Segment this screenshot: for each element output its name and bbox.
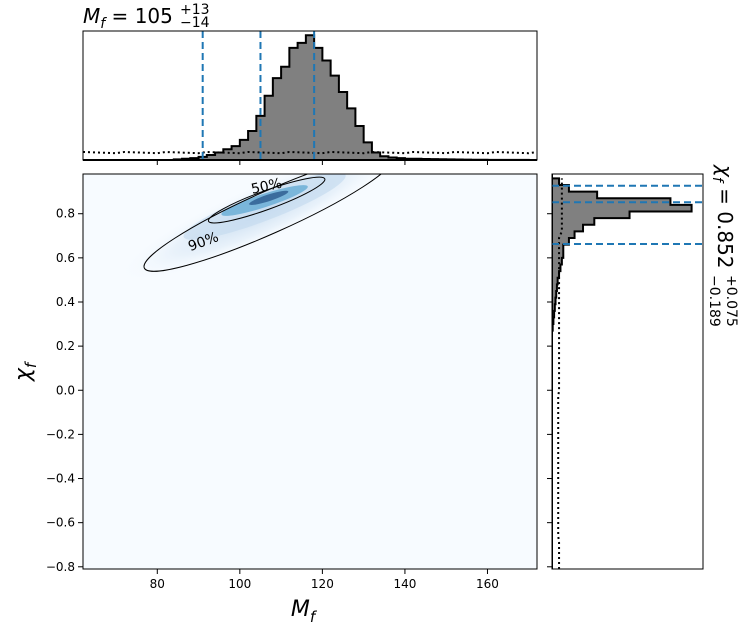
marginal-y-title: χf = 0.852 +0.075 −0.189 <box>706 164 739 327</box>
marginal-y-title-sub: −0.189 <box>706 275 722 327</box>
contour-line <box>207 176 326 224</box>
joint-background <box>83 174 537 569</box>
joint-y-axis-title: χf <box>11 360 40 382</box>
x-tick-label: 160 <box>476 577 499 591</box>
marginal-x-title-eq: = <box>105 4 134 28</box>
contour-line <box>143 174 394 272</box>
marginal-y-title-symbol: χ <box>713 164 737 178</box>
marginal-y-title-sup: +0.075 <box>723 275 739 327</box>
joint-x-ticks: 80 100 120 140 160 <box>150 569 499 591</box>
joint-y-ticks: −0.8 −0.6 −0.4 −0.2 0.0 0.2 0.4 0.6 0.8 <box>46 207 83 574</box>
marginal-x-prior-curve <box>82 150 538 155</box>
y-tick-label: 0.4 <box>56 295 75 309</box>
marginal-y-histogram-path <box>552 174 693 569</box>
contour-label-50: 50% <box>250 176 284 198</box>
y-tick-label: 0.0 <box>56 383 75 397</box>
y-tick-label: −0.6 <box>46 516 75 530</box>
joint-panel: 50%90% 80 100 120 140 160 −0.8 −0.6 −0.4 −0.2 0.… <box>11 173 538 626</box>
x-tick-label: 140 <box>393 577 416 591</box>
joint-frame <box>82 173 538 570</box>
y-tick-label: −0.2 <box>46 427 75 441</box>
joint-contours: 50%90% <box>143 174 394 272</box>
marginal-x-prior-path <box>82 150 538 155</box>
marginal-y-prior-path <box>557 178 563 569</box>
marginal-x-title-subscript: f <box>100 16 107 32</box>
x-tick-label: 120 <box>311 577 334 591</box>
y-tick-label: 0.2 <box>56 339 75 353</box>
joint-density-heatmap <box>118 174 403 282</box>
x-tick-label: 80 <box>150 577 165 591</box>
marginal-x-frame <box>82 30 538 161</box>
marginal-y-title-subscript: f <box>709 177 725 184</box>
marginal-x-histogram-path <box>83 34 537 161</box>
y-tick-label: 0.8 <box>56 207 75 221</box>
marginal-x-title-value: 105 <box>135 4 173 28</box>
marginal-y-title-value: 0.852 <box>713 211 737 268</box>
marginal-y-histogram <box>552 174 693 569</box>
marginal-y-quantile-lines <box>552 184 703 245</box>
marginal-x-title-symbol: M <box>83 4 100 28</box>
marginal-y-prior-curve <box>557 178 563 569</box>
marginal-y-panel: χf = 0.852 +0.075 −0.189 <box>547 164 739 570</box>
marginal-x-title: Mf = 105 <box>83 4 173 32</box>
svg-text:χf = 0.852: χf = 0.852 <box>709 164 737 269</box>
marginal-y-frame <box>551 173 704 570</box>
marginal-x-panel: Mf = 105 +13 −14 <box>82 2 538 165</box>
marginal-x-histogram <box>83 34 537 161</box>
marginal-x-ticks <box>156 160 488 165</box>
marginal-x-title-sup: +13 <box>180 2 210 18</box>
marginal-y-title-eq: = <box>713 182 737 211</box>
y-tick-label: −0.4 <box>46 472 75 486</box>
marginal-x-title-sub: −14 <box>180 15 210 31</box>
y-tick-label: −0.8 <box>46 560 75 574</box>
density-peak <box>249 190 289 205</box>
y-tick-label: 0.6 <box>56 251 75 265</box>
joint-x-axis-title: Mf <box>291 597 318 626</box>
marginal-y-ticks <box>547 213 552 568</box>
x-tick-label: 100 <box>228 577 251 591</box>
